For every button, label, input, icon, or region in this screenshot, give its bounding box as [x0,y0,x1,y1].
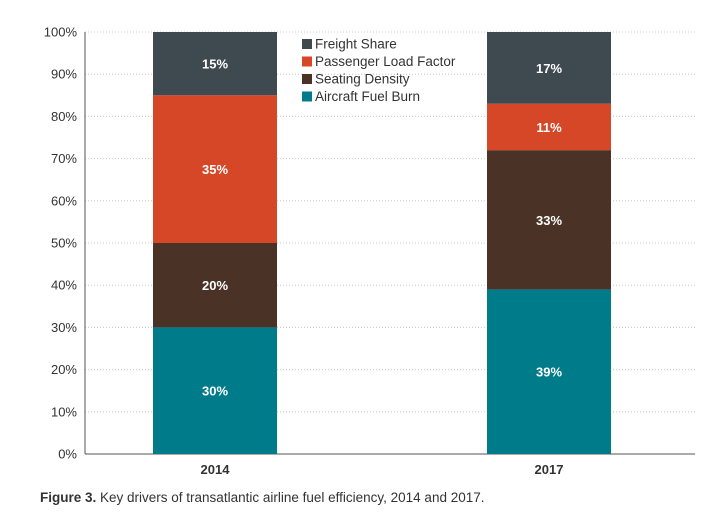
legend-swatch [302,91,312,102]
legend-label: Freight Share [315,37,397,52]
bar-segment [153,32,277,96]
figure-number: Figure 3. [40,490,97,505]
data-label: 15% [202,57,228,72]
y-tick-labels: 0% 10% 20% 30% 40% 50% 60% 70% 80% 90% 100% [44,25,78,462]
bar-segment [487,289,611,454]
legend-label: Passenger Load Factor [315,54,456,69]
data-label: 30% [202,384,228,399]
legend: Freight Share Passenger Load Factor Seatin… [302,37,456,104]
bar-segment [153,327,277,454]
y-tick-label: 60% [51,193,77,208]
category-label: 2014 [201,462,231,477]
data-label: 33% [536,213,562,228]
bar-segment [153,95,277,243]
y-tick-label: 100% [44,25,78,40]
y-tick-label: 90% [51,67,77,82]
bar-segment [487,32,611,104]
legend-swatch [302,74,312,84]
legend-label: Seating Density [315,72,410,87]
data-labels: 30% 20% 35% 15% 39% 33% 11% 17% [202,57,562,399]
y-tick-label: 0% [58,447,77,462]
bars [153,32,611,454]
bar-segment [487,150,611,290]
stacked-bar-chart: 0% 10% 20% 30% 40% 50% 60% 70% 80% 90% 100% 30% 20%… [44,25,695,477]
legend-swatch [302,39,312,49]
y-tick-label: 30% [51,320,77,335]
legend-swatch [302,56,312,67]
y-tick-label: 50% [51,236,77,251]
caption-text: Key drivers of transatlantic airline fue… [96,490,485,505]
figure-caption: Figure 3. Key drivers of transatlantic a… [40,490,485,505]
data-label: 20% [202,278,228,293]
bar-segment [487,103,611,151]
y-tick-label: 80% [51,109,77,124]
category-labels: 2014 2017 [201,462,564,477]
y-tick-label: 20% [51,362,77,377]
data-label: 35% [202,162,228,177]
legend-label: Aircraft Fuel Burn [315,89,420,104]
data-label: 11% [536,120,562,135]
y-tick-label: 70% [51,151,77,166]
category-label: 2017 [535,462,564,477]
data-label: 17% [536,61,562,76]
y-tick-label: 10% [51,404,77,419]
data-label: 39% [536,365,562,380]
y-tick-label: 40% [51,278,77,293]
bar-segment [153,243,277,328]
